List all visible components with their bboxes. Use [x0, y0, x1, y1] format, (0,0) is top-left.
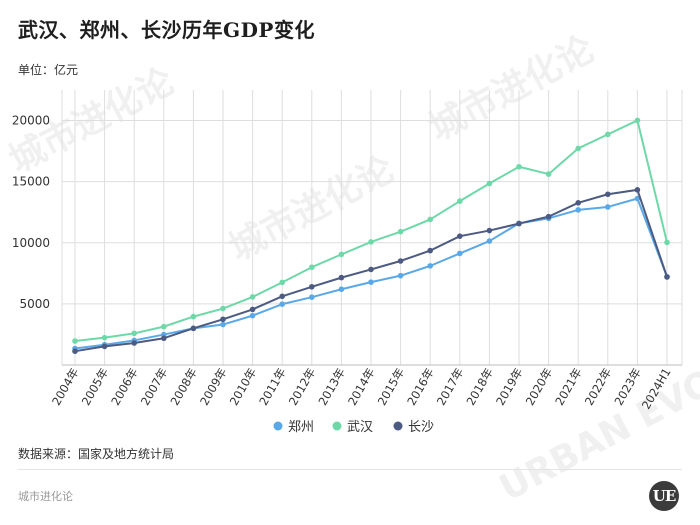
brand-logo: UE: [649, 481, 679, 511]
y-tick-label: 20000: [12, 114, 50, 128]
legend-label: 武汉: [347, 420, 373, 435]
data-point: [101, 343, 108, 350]
x-tick-label: 2015年: [375, 366, 408, 408]
data-point: [249, 306, 256, 313]
x-tick-label: 2010年: [227, 366, 260, 408]
data-point: [605, 131, 611, 138]
data-point: [664, 239, 670, 246]
data-point: [457, 233, 463, 239]
data-point: [101, 334, 108, 341]
data-point: [190, 313, 197, 320]
data-point: [220, 316, 226, 323]
data-point: [338, 286, 345, 293]
x-tick-label: 2004年: [49, 366, 82, 408]
data-point: [516, 163, 522, 170]
data-point: [486, 227, 493, 234]
data-point: [397, 258, 404, 264]
x-tick-label: 2022年: [582, 366, 615, 408]
data-point: [634, 187, 641, 193]
data-point: [279, 293, 286, 300]
data-point: [368, 239, 374, 245]
data-point: [190, 325, 197, 332]
x-tick-label: 2007年: [138, 366, 171, 408]
data-point: [309, 264, 315, 271]
data-point: [545, 213, 552, 220]
data-point: [161, 323, 167, 330]
data-point: [605, 204, 611, 210]
data-point: [249, 312, 256, 319]
brand-name: 城市进化论: [18, 490, 73, 503]
x-tick-label: 2024H1: [639, 366, 674, 412]
x-tick-label: 2021年: [552, 366, 585, 408]
data-point: [161, 335, 167, 342]
x-tick-label: 2014年: [345, 366, 378, 408]
x-tick-label: 2009年: [197, 366, 230, 408]
data-point: [575, 145, 581, 152]
data-point: [220, 305, 226, 312]
data-point: [368, 266, 374, 273]
data-point: [427, 263, 434, 269]
data-point: [72, 338, 78, 344]
data-point: [279, 279, 286, 286]
legend-marker: [332, 421, 342, 431]
data-point: [516, 220, 522, 227]
y-tick-label: 10000: [12, 236, 50, 250]
data-point: [309, 294, 315, 300]
x-tick-label: 2020年: [523, 366, 556, 408]
data-point: [279, 301, 286, 307]
data-point: [72, 348, 78, 354]
data-point: [131, 340, 137, 346]
data-point: [338, 274, 345, 281]
data-point: [575, 200, 581, 206]
unit-label: 单位：亿元: [18, 63, 79, 77]
data-point: [397, 228, 404, 235]
legend-marker: [273, 421, 283, 431]
chart-title: 武汉、郑州、长沙历年GDP变化: [18, 18, 315, 42]
legend-label: 郑州: [288, 420, 314, 435]
x-tick-label: 2017年: [434, 366, 467, 408]
data-point: [131, 330, 137, 337]
data-source: 数据来源：国家及地方统计局: [18, 447, 175, 461]
data-point: [486, 238, 493, 244]
data-point: [486, 180, 493, 187]
x-tick-label: 2011年: [256, 366, 289, 408]
data-point: [427, 216, 434, 223]
data-point: [309, 283, 315, 290]
data-point: [249, 294, 256, 300]
x-tick-label: 2013年: [315, 366, 348, 408]
data-point: [634, 117, 641, 124]
x-tick-label: 2018年: [463, 366, 496, 408]
data-point: [220, 321, 226, 328]
data-point: [457, 250, 463, 257]
x-tick-label: 2005年: [79, 366, 112, 408]
data-point: [605, 191, 611, 198]
x-tick-label: 2008年: [167, 366, 200, 408]
gdp-line-chart: 50001000015000200002004年2005年2006年2007年2…: [12, 90, 683, 435]
legend-marker: [393, 421, 403, 431]
divider: [18, 469, 682, 470]
y-tick-label: 15000: [12, 175, 50, 189]
data-point: [575, 207, 581, 213]
x-tick-label: 2023年: [611, 366, 644, 408]
data-point: [338, 251, 345, 258]
x-tick-label: 2012年: [286, 366, 319, 408]
legend-label: 长沙: [408, 420, 434, 435]
y-tick-label: 5000: [19, 297, 50, 311]
data-point: [634, 195, 641, 202]
data-point: [545, 171, 552, 177]
x-tick-label: 2019年: [493, 366, 526, 408]
data-point: [457, 198, 463, 204]
x-tick-label: 2016年: [404, 366, 437, 408]
data-point: [427, 247, 434, 254]
x-tick-label: 2006年: [108, 366, 141, 408]
data-point: [397, 272, 404, 279]
data-point: [368, 279, 374, 285]
data-point: [664, 274, 670, 280]
